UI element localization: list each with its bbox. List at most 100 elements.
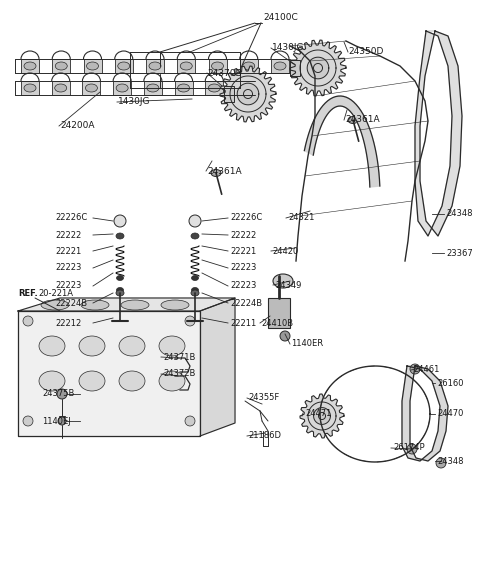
- Text: 22211: 22211: [230, 319, 256, 328]
- Bar: [271, 59, 289, 73]
- Bar: [84, 59, 101, 73]
- Circle shape: [436, 458, 446, 468]
- Text: 22224B: 22224B: [230, 298, 262, 308]
- Circle shape: [114, 215, 126, 227]
- Ellipse shape: [178, 84, 190, 92]
- Text: 24100C: 24100C: [263, 13, 298, 22]
- Ellipse shape: [117, 287, 123, 293]
- Text: 1140EJ: 1140EJ: [42, 416, 71, 426]
- Circle shape: [185, 416, 195, 426]
- Text: 24355F: 24355F: [248, 393, 279, 403]
- Ellipse shape: [121, 300, 149, 310]
- Bar: [144, 81, 162, 95]
- Text: 24372B: 24372B: [163, 369, 195, 378]
- Ellipse shape: [86, 62, 98, 70]
- Text: 22226C: 22226C: [230, 214, 262, 222]
- Ellipse shape: [274, 62, 286, 70]
- Bar: [83, 81, 100, 95]
- Polygon shape: [307, 57, 329, 79]
- Polygon shape: [290, 40, 346, 96]
- Text: 1430JG: 1430JG: [118, 97, 151, 107]
- Text: 22224B: 22224B: [55, 298, 87, 308]
- Ellipse shape: [85, 84, 97, 92]
- Polygon shape: [237, 83, 259, 105]
- Bar: [175, 81, 192, 95]
- Ellipse shape: [41, 300, 69, 310]
- Text: 24471: 24471: [305, 408, 331, 418]
- Polygon shape: [313, 408, 330, 425]
- Bar: [146, 59, 164, 73]
- Bar: [113, 81, 131, 95]
- Text: 22226C: 22226C: [55, 214, 87, 222]
- Ellipse shape: [180, 62, 192, 70]
- Ellipse shape: [159, 336, 185, 356]
- Text: 24348: 24348: [437, 457, 464, 465]
- Bar: [52, 59, 70, 73]
- Text: 24420: 24420: [272, 247, 298, 256]
- Text: 22222: 22222: [230, 230, 256, 240]
- Circle shape: [58, 417, 66, 425]
- Text: 24375B: 24375B: [42, 389, 74, 399]
- Text: 24461: 24461: [413, 366, 439, 374]
- Ellipse shape: [116, 84, 128, 92]
- Ellipse shape: [39, 336, 65, 356]
- Circle shape: [23, 316, 33, 326]
- Text: 26174P: 26174P: [393, 444, 425, 453]
- Bar: [115, 59, 133, 73]
- Text: 24370B: 24370B: [207, 69, 241, 78]
- Ellipse shape: [211, 169, 221, 176]
- Ellipse shape: [79, 336, 105, 356]
- Ellipse shape: [243, 62, 255, 70]
- Polygon shape: [304, 96, 380, 187]
- Ellipse shape: [147, 84, 159, 92]
- Text: 22221: 22221: [230, 247, 256, 256]
- Text: 26160: 26160: [437, 378, 464, 388]
- Ellipse shape: [118, 62, 130, 70]
- Ellipse shape: [212, 62, 224, 70]
- Ellipse shape: [119, 371, 145, 391]
- Ellipse shape: [192, 287, 199, 293]
- Ellipse shape: [117, 275, 123, 281]
- Ellipse shape: [208, 84, 220, 92]
- Text: 24349: 24349: [275, 281, 301, 290]
- Circle shape: [23, 416, 33, 426]
- Ellipse shape: [192, 275, 199, 281]
- Text: 24371B: 24371B: [163, 353, 195, 362]
- Ellipse shape: [273, 274, 293, 288]
- Circle shape: [280, 331, 290, 341]
- Text: 20-221A: 20-221A: [38, 290, 73, 298]
- Bar: [268, 298, 290, 328]
- Bar: [177, 59, 195, 73]
- Bar: [208, 59, 227, 73]
- Circle shape: [185, 316, 195, 326]
- Circle shape: [410, 364, 420, 374]
- Circle shape: [57, 389, 67, 399]
- Polygon shape: [18, 311, 200, 436]
- Text: 24361A: 24361A: [207, 166, 241, 176]
- Ellipse shape: [239, 84, 251, 92]
- Bar: [240, 59, 258, 73]
- Ellipse shape: [55, 84, 67, 92]
- Text: 22223: 22223: [230, 282, 256, 290]
- Ellipse shape: [24, 62, 36, 70]
- Bar: [205, 81, 223, 95]
- Ellipse shape: [191, 290, 199, 296]
- Text: 1430JG: 1430JG: [272, 44, 304, 52]
- Polygon shape: [300, 394, 344, 438]
- Circle shape: [189, 215, 201, 227]
- Bar: [224, 86, 234, 102]
- Text: 22222: 22222: [55, 230, 81, 240]
- Text: 22212: 22212: [55, 319, 81, 328]
- Text: 24361A: 24361A: [345, 116, 380, 124]
- Bar: [52, 81, 70, 95]
- Text: 24350D: 24350D: [348, 47, 384, 56]
- Text: 22221: 22221: [55, 247, 81, 256]
- Text: 24321: 24321: [288, 214, 314, 222]
- Circle shape: [407, 444, 417, 454]
- Text: 23367: 23367: [446, 248, 473, 257]
- Ellipse shape: [161, 300, 189, 310]
- Text: 22223: 22223: [55, 282, 82, 290]
- Ellipse shape: [149, 62, 161, 70]
- Text: REF.: REF.: [18, 290, 38, 298]
- Polygon shape: [402, 366, 448, 461]
